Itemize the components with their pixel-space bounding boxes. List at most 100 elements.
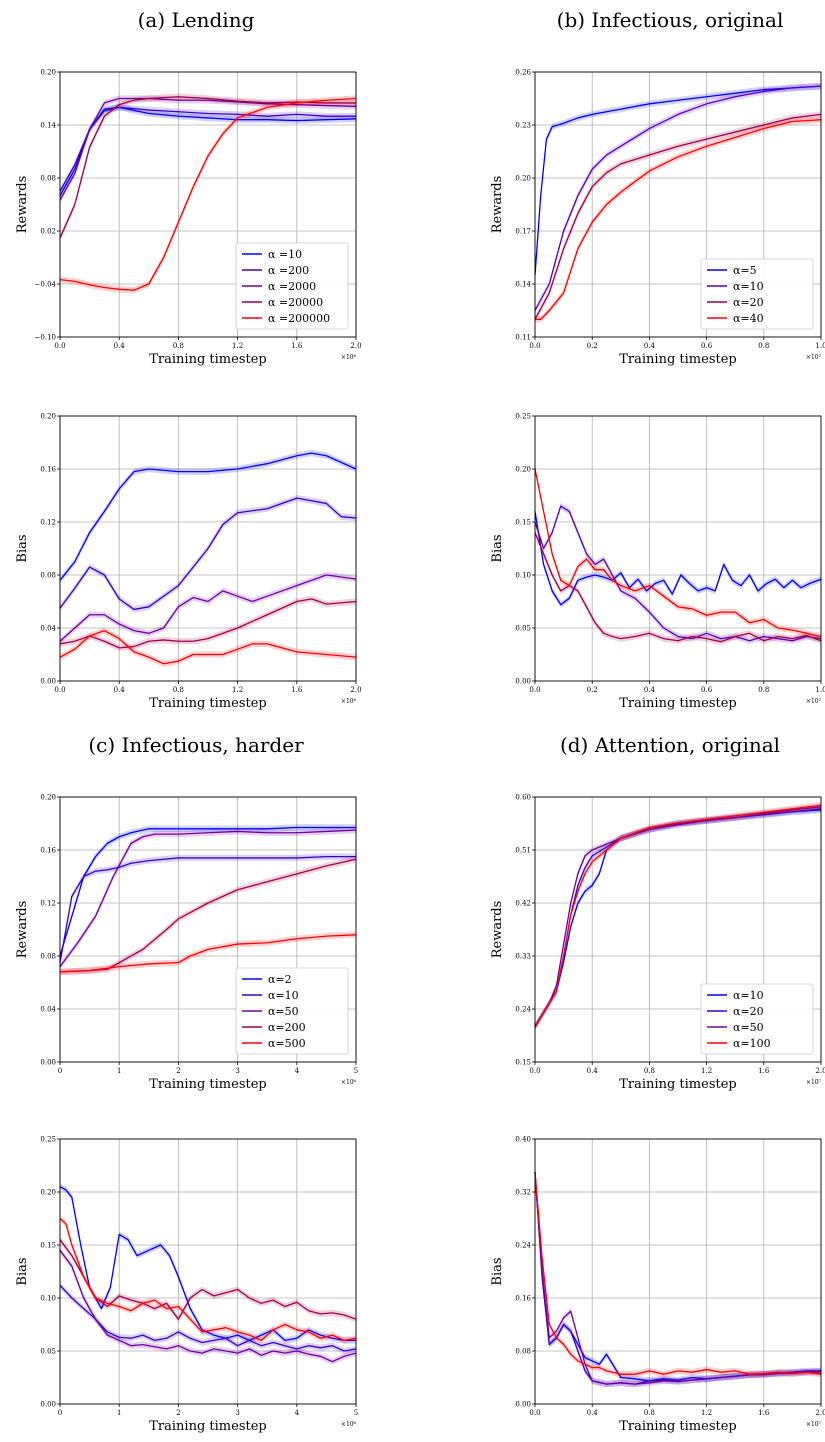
series-band-3 — [60, 856, 356, 976]
y-tick-label: 0.20 — [515, 466, 531, 474]
y-tick-label: 0.40 — [515, 1136, 531, 1144]
x-axis-exponent: ×10⁷ — [806, 354, 822, 361]
x-tick-label: 0.4 — [114, 686, 126, 694]
series-line-0 — [59, 826, 356, 957]
x-tick-label: 2 — [176, 1409, 180, 1417]
y-tick-label: 0.15 — [515, 519, 531, 527]
legend-label-4: α =200000 — [268, 312, 330, 325]
y-tick-label: 0.20 — [40, 413, 56, 421]
series-band-1 — [535, 502, 821, 644]
series-line-0 — [59, 452, 357, 581]
x-axis-label: Training timestep — [619, 352, 736, 367]
x-tick-label: 4 — [295, 1409, 300, 1417]
x-axis-exponent: ×10⁷ — [806, 1079, 822, 1086]
y-tick-label: 0.20 — [40, 1189, 56, 1197]
y-tick-label: 0.04 — [40, 625, 56, 633]
y-tick-label: 0.60 — [515, 794, 531, 802]
chart-a-bias: 0.0 0.4 0.8 1.2 1.6 2.0 0.00 0.04 0.08 0.12 0.16 0.… — [15, 413, 362, 712]
x-tick-label: 1.6 — [291, 342, 303, 350]
legend-label-0: α=5 — [733, 264, 757, 277]
series-line-0 — [534, 511, 822, 606]
x-tick-label: 0.4 — [587, 1067, 599, 1075]
x-axis-label: Training timestep — [149, 1419, 266, 1434]
x-tick-label: 3 — [235, 1409, 239, 1417]
series-line-3 — [59, 96, 356, 239]
x-tick-label: 0.6 — [701, 342, 713, 350]
x-tick-label: 4 — [295, 1067, 300, 1075]
series-line-3 — [534, 804, 822, 1028]
plot-frame — [534, 1138, 822, 1405]
series-band-2 — [535, 1168, 821, 1388]
y-tick-label: 0.23 — [515, 122, 531, 130]
x-tick-label: 5 — [354, 1409, 358, 1417]
x-axis-exponent: ×10⁷ — [806, 1421, 822, 1428]
y-tick-label: 0.00 — [40, 678, 56, 686]
x-tick-label: 0.0 — [54, 686, 65, 694]
x-tick-label: 0.2 — [587, 342, 598, 350]
y-axis-label: Rewards — [490, 176, 505, 234]
series-line-3 — [59, 858, 357, 973]
x-tick-label: 1.2 — [701, 1409, 712, 1417]
x-tick-label: 1 — [117, 1067, 121, 1075]
x-tick-label: 0.4 — [644, 342, 656, 350]
plot-frame — [534, 415, 822, 682]
x-tick-label: 1.2 — [701, 1067, 712, 1075]
y-tick-label: 0.00 — [40, 1059, 56, 1067]
y-tick-label: 0.20 — [40, 69, 56, 77]
y-axis-label: Rewards — [490, 901, 505, 959]
x-axis-exponent: ×10⁶ — [341, 698, 357, 705]
x-axis-exponent: ×10⁶ — [341, 1079, 357, 1086]
series-line-1 — [59, 1284, 357, 1352]
y-tick-label: 0.26 — [515, 69, 531, 77]
x-tick-label: 0.8 — [758, 342, 769, 350]
legend-label-3: α=40 — [733, 312, 764, 325]
y-tick-label: 0.17 — [515, 228, 531, 236]
y-tick-label: 0.33 — [515, 953, 531, 961]
series-band-4 — [60, 1215, 356, 1344]
y-tick-label: 0.05 — [515, 625, 531, 633]
plot-frame — [534, 796, 822, 1063]
x-tick-label: 0.8 — [758, 686, 769, 694]
x-axis-label: Training timestep — [149, 1077, 266, 1092]
series-line-2 — [59, 97, 357, 201]
x-axis-label: Training timestep — [619, 696, 736, 711]
series-line-2 — [59, 829, 357, 967]
x-tick-label: 2.0 — [815, 1067, 825, 1075]
series-line-2 — [59, 574, 357, 642]
series-band-1 — [60, 1282, 356, 1355]
y-tick-label: −0.10 — [35, 334, 56, 342]
legend-label-1: α=10 — [733, 280, 764, 293]
y-tick-label: 0.00 — [515, 678, 531, 686]
y-tick-label: 0.04 — [40, 1006, 56, 1014]
series-band-0 — [60, 1183, 356, 1344]
legend-label-0: α=2 — [268, 973, 292, 986]
series-line-3 — [59, 1239, 357, 1320]
x-tick-label: 1.6 — [758, 1409, 770, 1417]
series-band-4 — [60, 931, 356, 976]
legend-label-1: α=20 — [733, 1005, 764, 1018]
series-band-3 — [60, 1236, 356, 1323]
x-tick-label: 0.8 — [644, 1409, 655, 1417]
x-tick-label: 1.6 — [291, 686, 303, 694]
y-tick-label: −0.04 — [35, 281, 57, 289]
y-axis-label: Rewards — [15, 176, 30, 234]
series-band-3 — [535, 116, 821, 323]
series-line-1 — [59, 855, 356, 963]
series-line-4 — [59, 934, 357, 973]
y-tick-label: 0.16 — [40, 847, 56, 855]
x-tick-label: 0.2 — [587, 686, 598, 694]
chart-d-bias: 0.0 0.4 0.8 1.2 1.6 2.0 0.00 0.08 0.16 0.24 0.32 0.… — [490, 1136, 825, 1435]
plot-frame — [534, 71, 822, 338]
x-tick-label: 2.0 — [350, 342, 361, 350]
series-band-3 — [535, 465, 821, 640]
series-line-3 — [535, 119, 822, 320]
y-tick-label: 0.51 — [515, 847, 531, 855]
y-tick-label: 0.20 — [40, 794, 56, 802]
plot-frame — [59, 1138, 357, 1405]
y-tick-label: 0.25 — [515, 413, 531, 421]
x-tick-label: 0.0 — [54, 342, 65, 350]
y-tick-label: 0.10 — [40, 1295, 56, 1303]
y-tick-label: 0.16 — [515, 1295, 531, 1303]
chart-c-rewards: 0 1 2 3 4 5 0.00 0.04 0.08 0.12 0.16 0.20 Training t… — [15, 794, 358, 1093]
x-tick-label: 0.4 — [644, 686, 656, 694]
